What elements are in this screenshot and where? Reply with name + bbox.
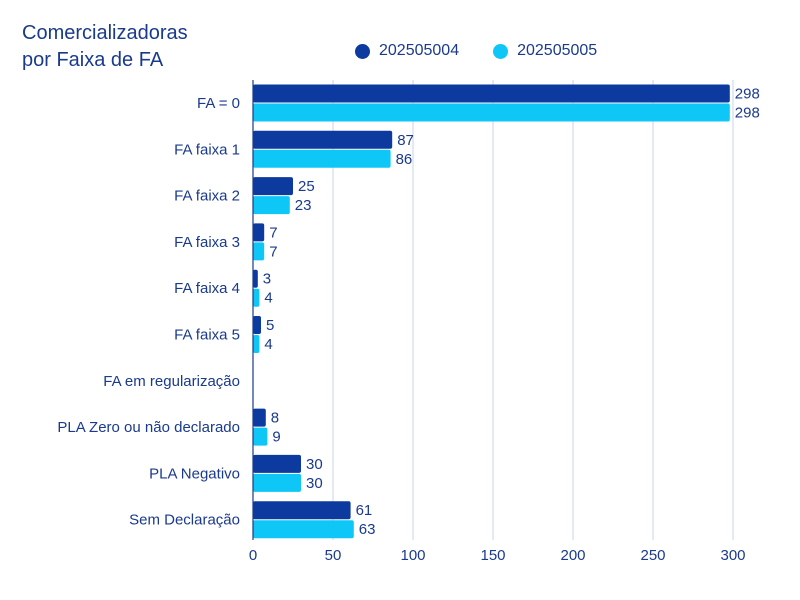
data-label: 30 — [306, 475, 323, 492]
legend-label-series-2: 202505005 — [517, 42, 598, 59]
data-label: 7 — [269, 243, 277, 260]
chart-title: Comercializadoras por Faixa de FA — [22, 22, 188, 71]
data-label: 87 — [397, 132, 414, 149]
bar-series-1 — [253, 454, 301, 473]
category-label: FA = 0 — [197, 95, 240, 112]
legend-label-series-1: 202505004 — [379, 42, 460, 59]
category-label: FA faixa 3 — [174, 234, 240, 251]
category-label: FA faixa 4 — [174, 280, 240, 297]
category-label: PLA Negativo — [149, 465, 240, 482]
x-tick-label: 200 — [560, 547, 585, 564]
data-label: 4 — [264, 336, 272, 353]
data-label: 86 — [396, 151, 413, 168]
bar-series-2 — [253, 335, 260, 353]
data-label: 4 — [264, 290, 272, 307]
legend-item-series-2: 202505005 — [493, 42, 597, 60]
x-tick-label: 150 — [480, 547, 505, 564]
x-tick-label: 250 — [640, 547, 665, 564]
category-label: FA faixa 1 — [174, 141, 240, 158]
legend-swatch-series-2 — [493, 43, 509, 59]
category-label: FA em regularização — [103, 373, 240, 390]
bar-series-1 — [253, 269, 258, 288]
category-label: FA faixa 2 — [174, 188, 240, 205]
x-tick-label: 300 — [720, 547, 745, 564]
bar-series-1 — [253, 177, 293, 196]
category-label: FA faixa 5 — [174, 327, 240, 344]
bar-series-2 — [253, 103, 730, 122]
bar-series-2 — [253, 473, 301, 492]
bar-series-2 — [253, 149, 391, 168]
data-label: 7 — [269, 224, 277, 241]
data-label: 61 — [356, 502, 373, 519]
bar-series-1 — [253, 316, 261, 334]
data-label: 5 — [266, 317, 274, 334]
data-label: 8 — [271, 410, 279, 427]
bar-series-2 — [253, 427, 268, 446]
data-label: 63 — [359, 521, 376, 538]
data-label: 298 — [735, 105, 760, 122]
bar-series-1 — [253, 408, 266, 427]
x-tick-label: 0 — [249, 547, 257, 564]
legend-swatch-series-1 — [355, 43, 370, 59]
x-tick-label: 50 — [325, 547, 342, 564]
bar-series-2 — [253, 242, 265, 261]
bar-series-2 — [253, 520, 354, 539]
bar-series-1 — [253, 223, 265, 242]
bar-series-1 — [253, 501, 351, 520]
bar-series-2 — [253, 288, 260, 307]
legend-item-series-1: 202505004 — [355, 42, 459, 60]
bar-series-1 — [253, 84, 730, 103]
data-label: 23 — [295, 197, 312, 214]
legend: 202505004 202505005 — [355, 42, 597, 60]
data-label: 25 — [298, 178, 315, 195]
bar-series-2 — [253, 196, 290, 215]
category-label: PLA Zero ou não declarado — [57, 419, 240, 436]
data-label: 9 — [272, 429, 280, 446]
category-label: Sem Declaração — [129, 512, 240, 529]
data-label: 3 — [263, 271, 271, 288]
bar-series-1 — [253, 130, 393, 149]
data-label: 298 — [735, 86, 760, 103]
data-label: 30 — [306, 456, 323, 473]
x-tick-label: 100 — [400, 547, 425, 564]
